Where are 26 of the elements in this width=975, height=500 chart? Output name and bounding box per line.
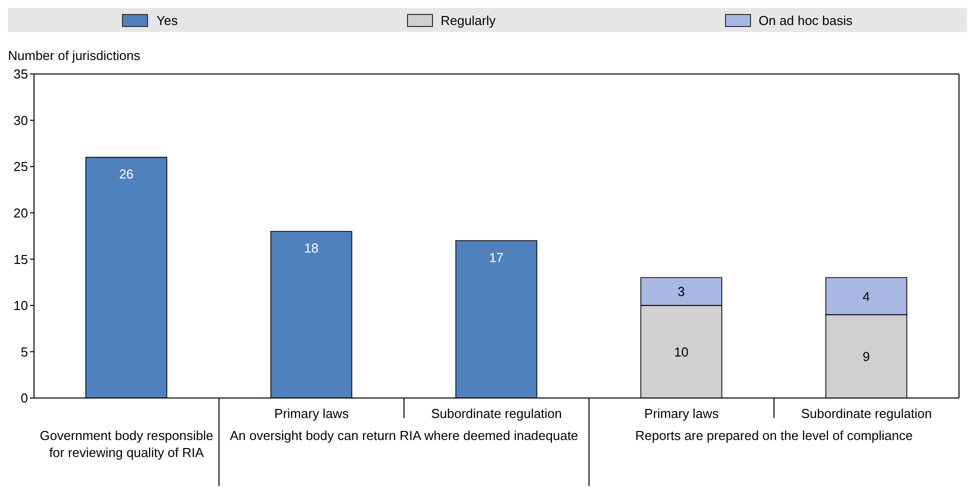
y-tick-label: 35 bbox=[14, 66, 28, 82]
y-axis-title: Number of jurisdictions bbox=[8, 48, 142, 65]
y-tick-label: 5 bbox=[20, 344, 28, 360]
legend-label: On ad hoc basis bbox=[758, 12, 853, 28]
y-tick-label: 30 bbox=[14, 112, 28, 128]
legend-label: Regularly bbox=[440, 12, 496, 28]
x-tick-label: Primary laws bbox=[644, 406, 720, 421]
x-tick-label: Subordinate regulation bbox=[801, 406, 932, 421]
data-label: 9 bbox=[862, 348, 870, 364]
y-tick-label: 20 bbox=[14, 205, 28, 220]
x-tick-label: Subordinate regulation bbox=[431, 406, 562, 421]
legend-label: Yes bbox=[156, 12, 178, 28]
data-label: 4 bbox=[862, 288, 870, 304]
y-tick-label: 25 bbox=[14, 159, 28, 174]
data-label: 18 bbox=[304, 240, 319, 256]
text: Government body responsible for reviewing quality of RIA bbox=[40, 428, 214, 460]
text: Reports are prepared on the level of compliance bbox=[635, 428, 913, 443]
data-label: 17 bbox=[489, 250, 504, 265]
data-label: 10 bbox=[674, 344, 689, 360]
data-label: 3 bbox=[678, 284, 685, 300]
x-tick-label: Primary laws bbox=[274, 406, 350, 421]
y-tick-label: 15 bbox=[14, 252, 28, 267]
y-tick-label: 10 bbox=[14, 298, 28, 314]
text: An oversight body can return RIA where deemed inadequate bbox=[230, 428, 578, 443]
data-label: 26 bbox=[119, 166, 134, 182]
y-tick-label: 0 bbox=[20, 390, 28, 406]
